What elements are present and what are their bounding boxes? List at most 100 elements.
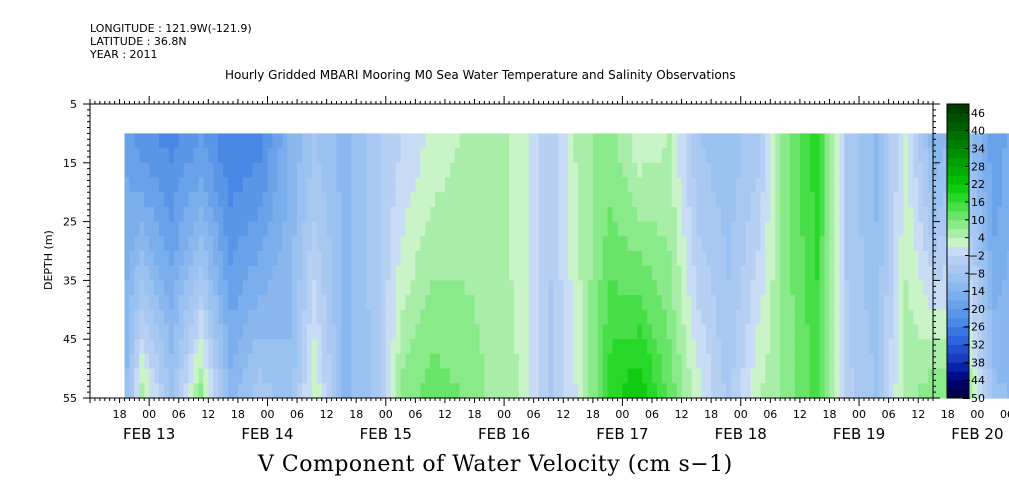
- heatmap-cell: [237, 206, 244, 223]
- heatmap-cell: [809, 133, 816, 149]
- heatmap-cell: [908, 280, 914, 296]
- heatmap-cell: [252, 353, 259, 370]
- heatmap-cell: [400, 251, 407, 267]
- heatmap-cell: [745, 177, 752, 193]
- heatmap-cell: [188, 148, 195, 164]
- heatmap-cell: [203, 324, 209, 340]
- heatmap-cell: [380, 309, 387, 326]
- heatmap-cell: [371, 295, 377, 311]
- heatmap-cell: [469, 133, 476, 149]
- heatmap-cell: [701, 192, 707, 208]
- heatmap-cell: [548, 353, 555, 370]
- heatmap-cell: [351, 206, 357, 223]
- heatmap-cell: [622, 221, 628, 237]
- heatmap-cell: [193, 221, 200, 237]
- heatmap-cell: [331, 192, 338, 208]
- heatmap-cell: [597, 295, 604, 311]
- heatmap-cell: [203, 221, 209, 237]
- heatmap-cell: [380, 324, 387, 340]
- heatmap-cell: [578, 265, 584, 281]
- heatmap-cell: [159, 206, 165, 223]
- heatmap-cell: [696, 265, 702, 281]
- heatmap-cell: [257, 383, 264, 399]
- heatmap-cell: [804, 162, 811, 179]
- heatmap-cell: [124, 177, 131, 193]
- heatmap-cell: [824, 265, 831, 281]
- heatmap-cell: [681, 177, 688, 193]
- heatmap-cell: [888, 206, 895, 223]
- heatmap-cell: [839, 339, 845, 355]
- heatmap-cell: [750, 339, 757, 355]
- heatmap-cell: [863, 236, 870, 252]
- heatmap-cell: [834, 221, 840, 237]
- heatmap-cell: [228, 133, 234, 149]
- heatmap-cell: [942, 133, 949, 149]
- heatmap-cell: [301, 251, 308, 267]
- heatmap-cell: [139, 236, 145, 252]
- heatmap-cell: [888, 280, 895, 296]
- heatmap-cell: [637, 309, 643, 326]
- heatmap-cell: [528, 324, 535, 340]
- heatmap-cell: [863, 133, 870, 149]
- heatmap-cell: [198, 383, 204, 399]
- heatmap-cell: [868, 295, 875, 311]
- heatmap-cell: [533, 324, 540, 340]
- heatmap-cell: [578, 353, 584, 370]
- heatmap-cell: [459, 353, 466, 370]
- heatmap-cell: [656, 339, 663, 355]
- heatmap-cell: [543, 280, 550, 296]
- heatmap-cell: [139, 133, 145, 149]
- heatmap-cell: [272, 148, 278, 164]
- heatmap-cell: [868, 251, 875, 267]
- heatmap-cell: [681, 265, 688, 281]
- heatmap-cell: [262, 309, 269, 326]
- heatmap-cell: [499, 133, 505, 149]
- heatmap-cell: [301, 353, 308, 370]
- heatmap-cell: [706, 192, 712, 208]
- heatmap-cell: [257, 162, 264, 179]
- heatmap-cell: [538, 221, 545, 237]
- heatmap-cell: [149, 368, 155, 384]
- heatmap-cell: [888, 148, 895, 164]
- heatmap-cell: [903, 280, 909, 296]
- heatmap-cell: [228, 192, 234, 208]
- heatmap-cell: [982, 368, 988, 384]
- heatmap-cell: [489, 236, 495, 252]
- heatmap-cell: [154, 177, 160, 193]
- heatmap-cell: [647, 206, 653, 223]
- heatmap-cell: [730, 368, 737, 384]
- heatmap-cell: [361, 221, 367, 237]
- heatmap-cell: [306, 368, 313, 384]
- heatmap-cell: [287, 148, 293, 164]
- heatmap-cell: [213, 133, 219, 149]
- heatmap-cell: [380, 339, 387, 355]
- heatmap-cell: [410, 221, 416, 237]
- heatmap-cell: [479, 295, 485, 311]
- heatmap-cell: [499, 177, 505, 193]
- heatmap-cell: [178, 383, 185, 399]
- heatmap-cell: [578, 148, 584, 164]
- heatmap-cell: [390, 221, 397, 237]
- heatmap-cell: [681, 368, 688, 384]
- heatmap-cell: [740, 236, 747, 252]
- heatmap-cell: [592, 265, 599, 281]
- heatmap-cell: [134, 368, 140, 384]
- heatmap-cell: [716, 280, 722, 296]
- heatmap-cell: [380, 221, 387, 237]
- heatmap-cell: [287, 280, 293, 296]
- heatmap-cell: [642, 339, 648, 355]
- heatmap-cell: [326, 339, 333, 355]
- heatmap-cell: [405, 133, 412, 149]
- heatmap-cell: [154, 295, 160, 311]
- heatmap-cell: [311, 251, 318, 267]
- heatmap-cell: [597, 133, 604, 149]
- heatmap-cell: [725, 148, 732, 164]
- heatmap-cell: [804, 148, 811, 164]
- heatmap-cell: [809, 339, 816, 355]
- heatmap-cell: [632, 383, 638, 399]
- heatmap-cell: [760, 206, 766, 223]
- heatmap-cell: [435, 353, 441, 370]
- heatmap-cell: [873, 133, 880, 149]
- heatmap-cell: [469, 353, 476, 370]
- heatmap-cell: [366, 265, 372, 281]
